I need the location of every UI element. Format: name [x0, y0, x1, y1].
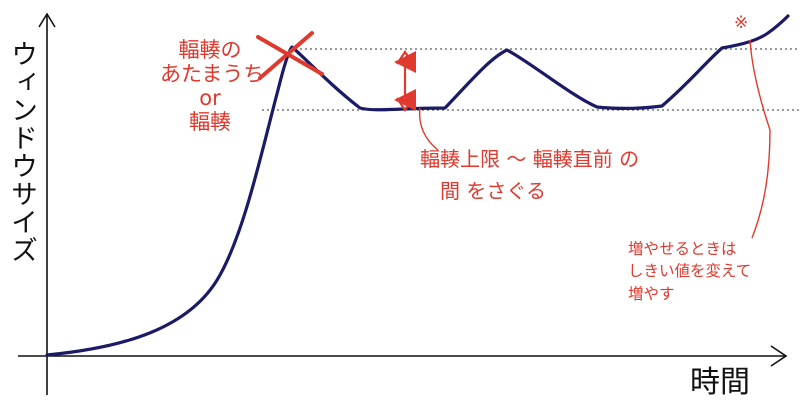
crash-note-line: or — [199, 86, 221, 111]
range-arrow-top-head — [396, 50, 414, 65]
threshold-note: 増やせるときは しきい値を変えて 増やす — [628, 238, 751, 305]
threshold-note-line: 増やせるときは — [628, 240, 737, 258]
crash-note-line: 輻輳の — [178, 38, 242, 62]
search-note-line-1: 輻輳上限 〜 輻輳直前 の — [420, 147, 640, 171]
y-axis-label: ウィンドウサイズ — [6, 40, 37, 264]
crash-x-mark-stroke-2 — [258, 31, 314, 80]
crash-x-mark-stroke-1 — [256, 35, 324, 76]
search-note-leader-line — [418, 107, 439, 151]
crash-note-line: 輻輳 — [189, 110, 231, 135]
threshold-note-line: しきい値を変えて — [628, 262, 752, 281]
threshold-note-leader-line — [749, 39, 771, 239]
asterisk-mark: ※ — [734, 13, 749, 33]
y-axis-arrowhead — [38, 12, 56, 28]
search-note-line-2: 間 をさぐる — [440, 179, 546, 203]
range-arrow-bottom-head — [396, 97, 414, 112]
threshold-note-line: 増やす — [628, 284, 675, 303]
crash-note-line: あたまうち — [160, 62, 265, 87]
window-size-curve — [45, 14, 790, 357]
crash-note: 輻輳の あたまうち or 輻輳 — [160, 38, 265, 135]
x-axis-arrowhead — [770, 345, 788, 367]
x-axis-label: 時間 — [690, 365, 750, 400]
